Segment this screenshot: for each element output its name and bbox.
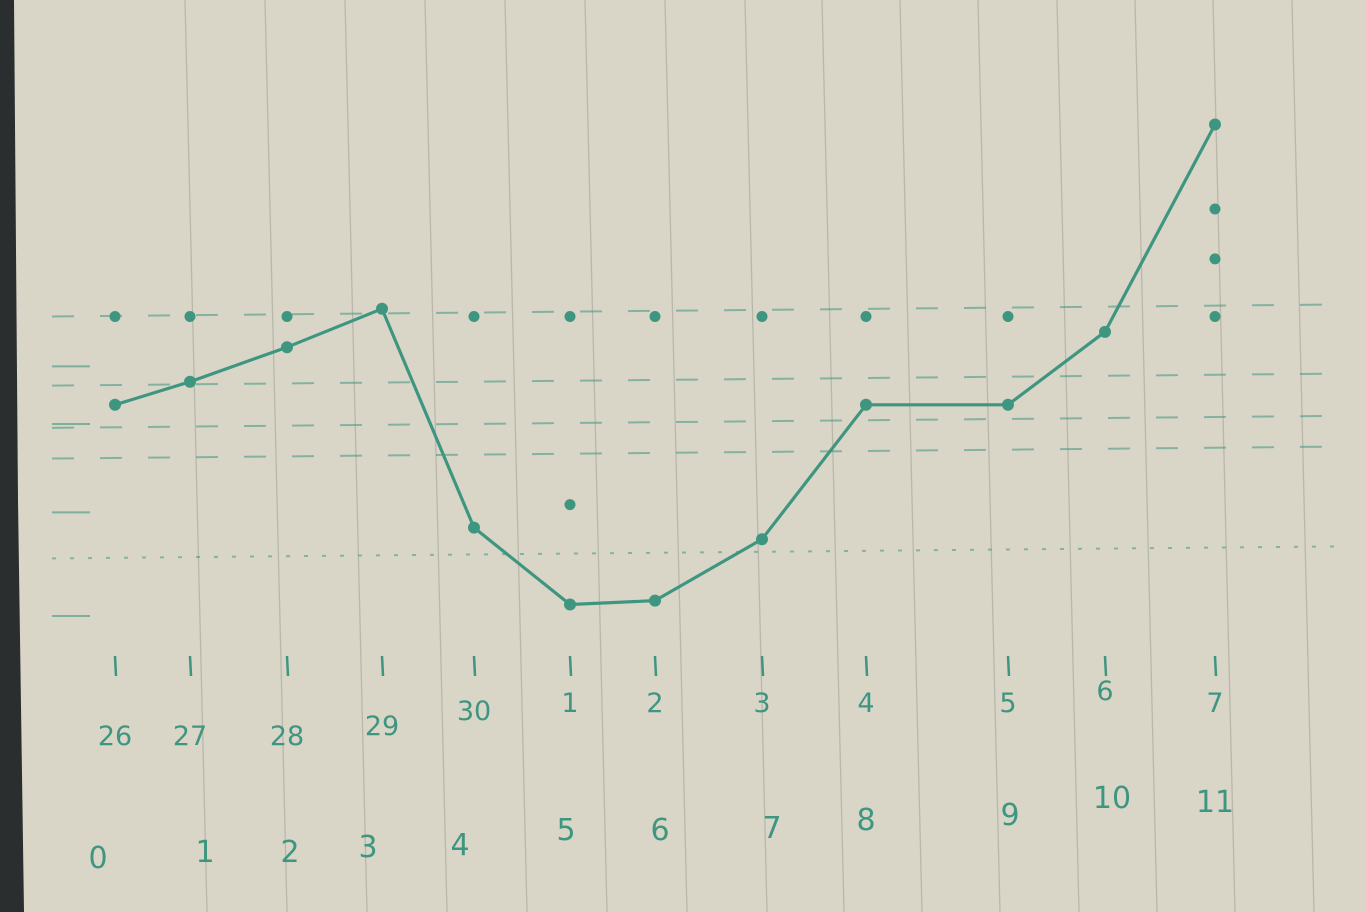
- data-point-0: [109, 398, 121, 411]
- day-label-2: 28: [270, 721, 304, 752]
- extra-point-3: [468, 310, 480, 322]
- rule-line-12: [1134, 0, 1158, 912]
- data-point-3: [376, 302, 388, 315]
- rule-line-6: [664, 0, 688, 912]
- x-tick-1: [188, 655, 193, 677]
- index-label-0: 0: [88, 841, 107, 876]
- dashed-guide-1: [51, 372, 1341, 387]
- rule-line-13: [1212, 0, 1236, 912]
- dashed-guides: [51, 303, 1341, 617]
- rule-line-0: [184, 0, 208, 912]
- x-tick-11: [1213, 655, 1218, 677]
- dashed-guide-3: [51, 445, 1341, 460]
- rule-line-14: [1291, 0, 1315, 912]
- extra-point-8: [1002, 310, 1014, 322]
- day-label-10: 6: [1096, 676, 1113, 707]
- dashed-guide-0: [51, 303, 1341, 318]
- x-tick-9: [1006, 655, 1011, 677]
- data-point-4: [468, 521, 480, 534]
- x-tick-3: [380, 655, 385, 677]
- index-label-9: 9: [1000, 798, 1019, 833]
- data-point-8: [860, 398, 872, 411]
- rule-line-1: [264, 0, 288, 912]
- data-point-1: [184, 375, 196, 388]
- day-label-7: 3: [753, 688, 770, 719]
- extra-point-2: [281, 310, 293, 322]
- extra-point-6: [756, 310, 768, 322]
- data-point-11: [1209, 118, 1221, 131]
- rule-line-8: [821, 0, 845, 912]
- series-line: [113, 122, 1217, 607]
- data-point-7: [756, 533, 768, 546]
- dashed-guide-2: [51, 414, 1341, 429]
- day-label-6: 2: [646, 688, 663, 719]
- x-tick-7: [760, 655, 765, 677]
- day-label-1: 27: [173, 721, 207, 752]
- x-tick-5: [568, 655, 573, 677]
- data-point-9: [1002, 398, 1014, 411]
- extra-point-5: [649, 310, 661, 322]
- day-label-4: 30: [457, 696, 491, 727]
- rule-line-5: [584, 0, 608, 912]
- rule-line-7: [744, 0, 768, 912]
- rule-line-3: [424, 0, 448, 912]
- ruled-lines: [184, 0, 1315, 912]
- rule-line-11: [1056, 0, 1080, 912]
- index-label-10: 10: [1093, 781, 1131, 816]
- x-tick-10: [1103, 655, 1108, 677]
- day-label-0: 26: [98, 721, 132, 752]
- day-label-9: 5: [999, 688, 1016, 719]
- x-labels: 26 27 28 29 30 1 2 3 4 5 6 7 0 1 2 3 4 5 6 7 8 9 10 11: [88, 676, 1234, 876]
- index-label-7: 7: [762, 811, 781, 846]
- extra-point-1: [184, 310, 196, 322]
- x-tick-0: [113, 655, 118, 677]
- x-tick-6: [653, 655, 658, 677]
- paper-sheet: [14, 0, 1366, 912]
- data-point-10: [1099, 325, 1111, 338]
- day-label-3: 29: [365, 711, 399, 742]
- data-point-2: [281, 341, 293, 354]
- extra-point-0: [109, 310, 121, 322]
- data-series: [109, 118, 1221, 611]
- index-label-4: 4: [450, 828, 469, 863]
- extra-point-7: [860, 310, 872, 322]
- rule-line-9: [899, 0, 923, 912]
- x-tick-2: [285, 655, 290, 677]
- extra-point-11: [1209, 253, 1221, 265]
- x-tick-4: [472, 655, 477, 677]
- day-label-11: 7: [1206, 688, 1223, 719]
- index-label-1: 1: [195, 835, 214, 870]
- index-label-6: 6: [650, 813, 669, 848]
- day-label-8: 4: [857, 688, 874, 719]
- extra-points: [109, 203, 1221, 511]
- day-label-5: 1: [561, 688, 578, 719]
- rule-line-10: [977, 0, 1001, 912]
- data-point-5: [564, 598, 576, 611]
- extra-point-10: [564, 499, 576, 511]
- extra-point-9: [1209, 310, 1221, 322]
- index-label-11: 11: [1196, 785, 1234, 820]
- index-label-8: 8: [856, 803, 875, 838]
- notebook-paper: [14, 0, 1366, 912]
- extra-point-12: [1209, 203, 1221, 215]
- data-point-6: [649, 594, 661, 607]
- index-label-2: 2: [280, 835, 299, 870]
- rule-line-4: [504, 0, 528, 912]
- index-label-3: 3: [358, 830, 377, 865]
- index-label-5: 5: [556, 813, 575, 848]
- x-tick-8: [864, 655, 869, 677]
- x-ticks: [113, 655, 1218, 677]
- extra-point-4: [564, 310, 576, 322]
